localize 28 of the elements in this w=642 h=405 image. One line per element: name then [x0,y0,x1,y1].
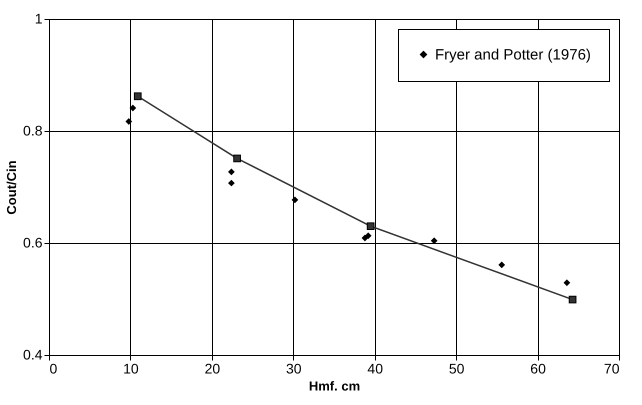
point [564,279,570,286]
point [568,296,576,304]
legend-label: Fryer and Potter (1976) [435,46,591,64]
x-tick-label: 0 [50,360,58,376]
x-tick-label: 50 [448,360,465,376]
x-tick-label: 20 [204,360,220,376]
point [130,104,136,112]
y-tick-label: 0.4 [23,346,43,362]
x-tick-label: 10 [123,360,139,376]
x-tick-label: 30 [286,360,302,376]
y-tick-label: 0.6 [23,234,43,250]
x-tick-label: 70 [604,360,620,376]
point [125,118,132,125]
point [366,222,374,230]
x-axis-title: Hmf. cm [308,378,360,394]
y-tick-label: 1 [34,10,43,26]
x-tick-label: 40 [367,360,384,376]
y-axis-title: Cout/Cin [4,160,20,215]
x-tick-label: 60 [530,360,546,376]
point [134,92,142,100]
point [430,237,438,244]
point [233,154,241,162]
y-tick-label: 0.8 [23,122,43,138]
point [498,261,506,268]
point [228,168,235,176]
point [228,180,235,186]
point [364,232,372,240]
point [292,196,298,204]
